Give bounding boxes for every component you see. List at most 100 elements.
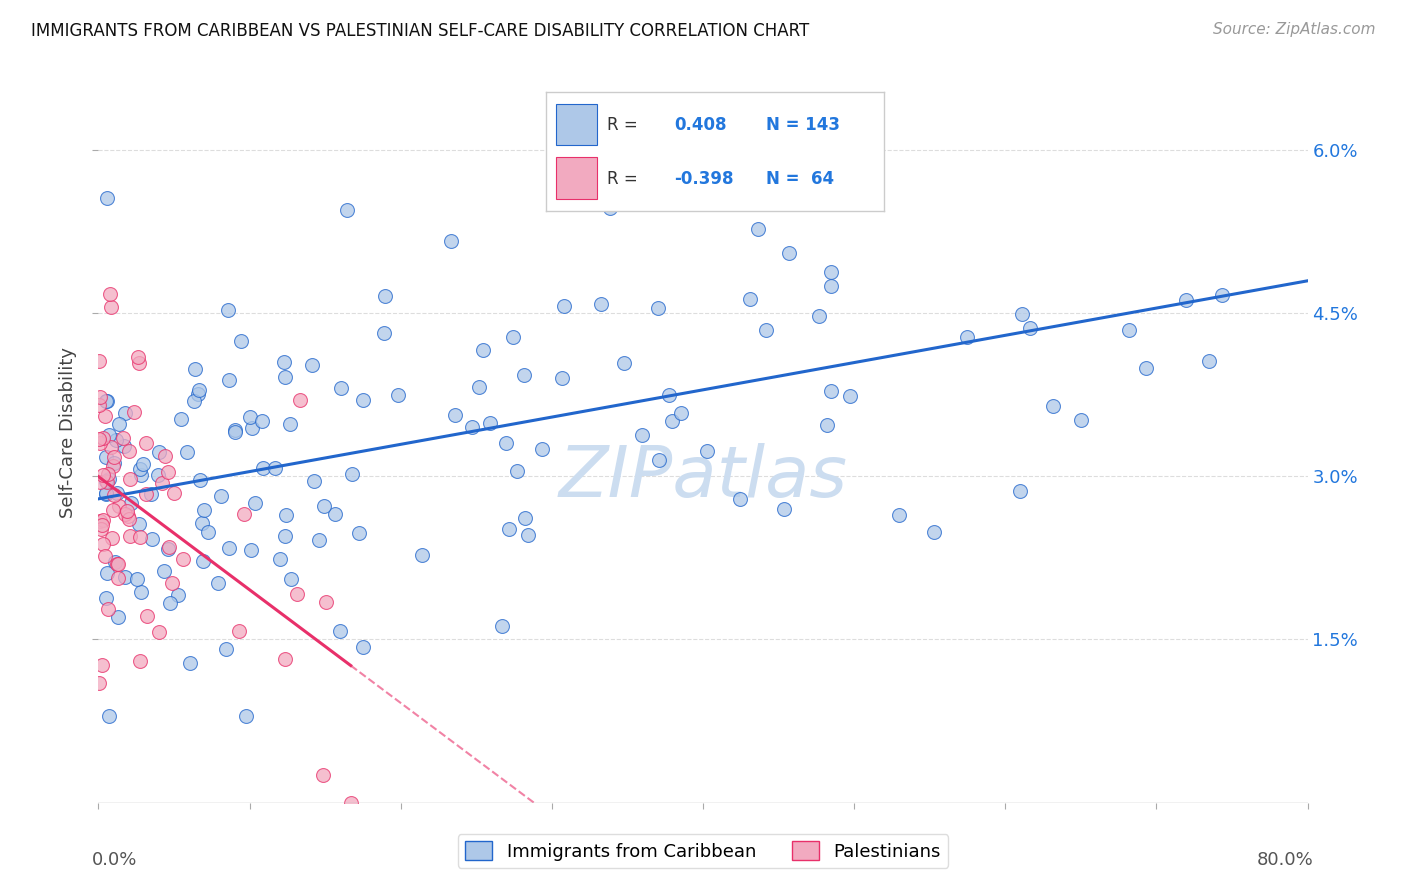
Point bbox=[269, 552, 291, 566]
Point bbox=[114, 507, 136, 521]
Point bbox=[1118, 323, 1140, 337]
Point bbox=[444, 408, 467, 422]
Point bbox=[495, 435, 517, 450]
Point bbox=[232, 507, 254, 521]
Point bbox=[468, 380, 491, 394]
Point bbox=[107, 571, 129, 585]
Text: 0.0%: 0.0% bbox=[93, 851, 138, 869]
Point bbox=[90, 518, 112, 533]
Point bbox=[336, 202, 359, 217]
Point bbox=[122, 405, 145, 419]
Point bbox=[207, 575, 229, 590]
Point bbox=[150, 475, 173, 490]
Point bbox=[288, 392, 311, 407]
Point bbox=[264, 460, 287, 475]
Text: ZIPatlas: ZIPatlas bbox=[558, 442, 848, 511]
Point bbox=[167, 588, 190, 602]
Point bbox=[273, 355, 295, 369]
Point bbox=[215, 641, 238, 656]
Point bbox=[156, 542, 179, 557]
Point bbox=[513, 511, 536, 525]
Point bbox=[91, 431, 114, 445]
Point bbox=[274, 652, 297, 666]
Point bbox=[120, 529, 142, 543]
Point bbox=[188, 384, 211, 398]
Point bbox=[252, 461, 274, 475]
Point bbox=[148, 467, 170, 482]
Point bbox=[103, 456, 125, 470]
Point bbox=[129, 468, 152, 483]
Point bbox=[498, 522, 520, 536]
Point bbox=[231, 334, 253, 348]
Point bbox=[94, 485, 117, 500]
Point bbox=[956, 330, 979, 344]
Point bbox=[1010, 483, 1032, 498]
Point bbox=[157, 540, 180, 554]
Point bbox=[747, 222, 769, 236]
Point bbox=[193, 503, 215, 517]
Point bbox=[191, 554, 214, 568]
Point bbox=[1018, 321, 1040, 335]
Point bbox=[647, 301, 669, 315]
Point bbox=[218, 372, 240, 386]
Point bbox=[553, 299, 575, 313]
Point bbox=[87, 675, 110, 690]
Point bbox=[89, 436, 111, 450]
Point bbox=[209, 489, 232, 503]
Point bbox=[96, 191, 118, 205]
Point bbox=[778, 246, 800, 260]
Point bbox=[807, 309, 830, 323]
Point bbox=[97, 428, 120, 442]
Point bbox=[312, 499, 335, 513]
Point bbox=[460, 420, 482, 434]
Point bbox=[755, 323, 778, 337]
Point bbox=[89, 390, 111, 404]
Point bbox=[128, 517, 150, 532]
Text: Source: ZipAtlas.com: Source: ZipAtlas.com bbox=[1212, 22, 1375, 37]
Point bbox=[148, 445, 170, 459]
Point bbox=[352, 640, 374, 654]
Point bbox=[94, 409, 117, 423]
Point bbox=[302, 474, 325, 488]
Point bbox=[135, 435, 157, 450]
Point bbox=[89, 515, 111, 529]
Point bbox=[280, 417, 302, 431]
Point bbox=[169, 412, 191, 426]
Point bbox=[94, 393, 117, 408]
Point bbox=[838, 389, 860, 403]
Point bbox=[224, 424, 246, 438]
Point bbox=[96, 394, 118, 409]
Point bbox=[98, 287, 121, 301]
Point bbox=[163, 486, 186, 500]
Point bbox=[217, 302, 239, 317]
Point bbox=[329, 624, 352, 639]
Point bbox=[176, 445, 198, 459]
Point bbox=[93, 549, 115, 563]
Point bbox=[669, 406, 692, 420]
Point bbox=[479, 416, 502, 430]
Point bbox=[97, 708, 120, 723]
Point bbox=[517, 528, 540, 542]
Point bbox=[127, 572, 149, 586]
Point bbox=[218, 541, 240, 556]
Point bbox=[723, 176, 745, 190]
Point bbox=[820, 384, 842, 399]
Point bbox=[240, 542, 263, 557]
Point bbox=[129, 461, 152, 475]
Point bbox=[141, 532, 163, 546]
Point bbox=[440, 234, 463, 248]
Point bbox=[94, 474, 117, 488]
Text: 80.0%: 80.0% bbox=[1257, 851, 1313, 869]
Point bbox=[127, 350, 149, 364]
Point bbox=[630, 428, 652, 442]
Point bbox=[773, 502, 796, 516]
Point bbox=[188, 473, 211, 487]
Point bbox=[340, 467, 363, 481]
Point bbox=[128, 356, 150, 370]
Point bbox=[738, 292, 761, 306]
Point bbox=[471, 343, 494, 357]
Point bbox=[530, 442, 553, 456]
Point bbox=[105, 557, 128, 571]
Point bbox=[280, 572, 302, 586]
Point bbox=[235, 708, 257, 723]
